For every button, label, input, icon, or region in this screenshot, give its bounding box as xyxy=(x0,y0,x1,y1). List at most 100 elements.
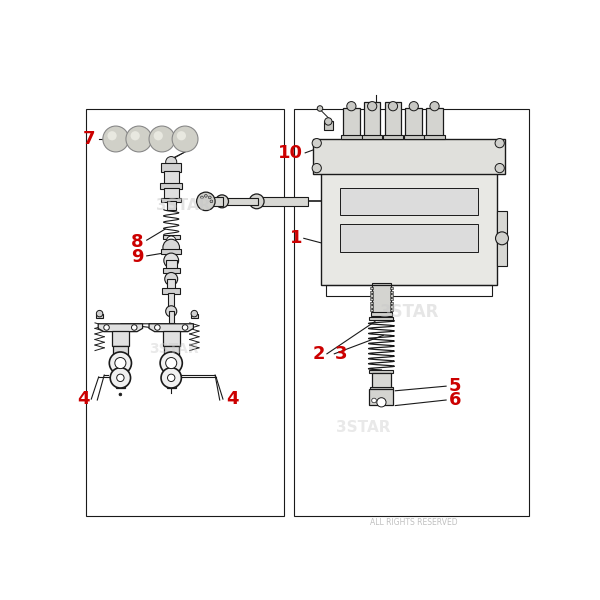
Bar xyxy=(211,197,223,206)
Circle shape xyxy=(197,192,215,211)
Circle shape xyxy=(496,232,508,245)
Bar xyxy=(390,305,392,308)
Text: 3: 3 xyxy=(335,345,348,363)
Bar xyxy=(390,287,392,289)
Circle shape xyxy=(167,236,176,245)
Circle shape xyxy=(409,101,418,111)
Bar xyxy=(370,294,373,296)
Bar xyxy=(370,389,394,404)
Bar xyxy=(259,197,308,206)
Circle shape xyxy=(107,131,116,140)
Text: 3STAR: 3STAR xyxy=(155,199,210,214)
Text: 9: 9 xyxy=(131,248,143,266)
Polygon shape xyxy=(149,324,193,332)
Circle shape xyxy=(208,196,211,199)
Bar xyxy=(113,366,128,374)
Bar xyxy=(167,202,176,209)
Text: 3STAR: 3STAR xyxy=(379,303,439,321)
Bar xyxy=(163,331,179,346)
Bar xyxy=(404,135,424,139)
Text: 3STAR: 3STAR xyxy=(149,342,199,356)
Bar xyxy=(163,268,179,272)
Circle shape xyxy=(312,163,322,173)
Circle shape xyxy=(163,239,179,256)
Circle shape xyxy=(160,352,182,374)
Circle shape xyxy=(166,306,177,317)
Circle shape xyxy=(154,131,163,140)
Circle shape xyxy=(172,126,198,152)
Polygon shape xyxy=(98,324,143,332)
Circle shape xyxy=(317,106,323,111)
Circle shape xyxy=(377,398,386,407)
Circle shape xyxy=(347,101,356,111)
Circle shape xyxy=(210,200,213,203)
Bar xyxy=(370,290,373,293)
Text: 8: 8 xyxy=(131,233,143,251)
Bar xyxy=(313,139,505,173)
Text: 4: 4 xyxy=(77,390,89,408)
Bar xyxy=(370,287,373,289)
Text: 2: 2 xyxy=(313,345,325,363)
Bar xyxy=(370,305,373,308)
Circle shape xyxy=(312,139,322,148)
Bar xyxy=(322,146,497,284)
Bar xyxy=(161,163,181,172)
Bar xyxy=(224,198,257,205)
Text: ALL RIGHTS RESERVED: ALL RIGHTS RESERVED xyxy=(370,518,458,527)
Bar xyxy=(424,135,445,139)
Bar xyxy=(113,346,128,359)
Text: 3STAR: 3STAR xyxy=(335,420,390,435)
Text: 7: 7 xyxy=(82,130,95,148)
Circle shape xyxy=(131,325,137,330)
Circle shape xyxy=(388,101,398,111)
Bar xyxy=(161,250,181,254)
Text: 4: 4 xyxy=(227,390,239,408)
Bar xyxy=(166,260,177,269)
Circle shape xyxy=(116,374,124,382)
Bar xyxy=(169,311,173,323)
Bar xyxy=(390,302,392,304)
Circle shape xyxy=(205,194,207,197)
Circle shape xyxy=(164,253,179,268)
Circle shape xyxy=(109,352,131,374)
Circle shape xyxy=(149,126,175,152)
Bar xyxy=(164,346,179,359)
Bar xyxy=(364,103,380,137)
Bar xyxy=(370,370,394,373)
Text: 5: 5 xyxy=(448,377,461,395)
Text: 6: 6 xyxy=(448,391,461,409)
Bar xyxy=(191,314,198,318)
Bar xyxy=(385,103,401,137)
Circle shape xyxy=(495,163,505,173)
Circle shape xyxy=(126,126,152,152)
Bar xyxy=(340,224,478,252)
Bar xyxy=(372,283,391,286)
Bar xyxy=(163,235,179,239)
Bar xyxy=(371,312,392,316)
Bar xyxy=(293,109,529,515)
Bar xyxy=(161,197,181,202)
Bar xyxy=(164,171,179,184)
Circle shape xyxy=(249,194,264,209)
Circle shape xyxy=(119,393,122,396)
Circle shape xyxy=(161,368,181,388)
Bar xyxy=(96,314,103,318)
Bar xyxy=(112,331,129,346)
Bar xyxy=(370,298,373,300)
Circle shape xyxy=(115,358,126,368)
Bar xyxy=(162,288,181,294)
Bar xyxy=(341,135,362,139)
Bar xyxy=(167,379,176,388)
Bar xyxy=(390,294,392,296)
Bar xyxy=(372,373,391,388)
Circle shape xyxy=(191,310,197,317)
Bar xyxy=(497,211,507,266)
Bar xyxy=(340,187,478,215)
Circle shape xyxy=(104,325,109,330)
Bar xyxy=(323,121,333,130)
Circle shape xyxy=(182,325,188,330)
Bar xyxy=(164,188,179,199)
Circle shape xyxy=(167,374,175,382)
Bar xyxy=(372,286,391,313)
Circle shape xyxy=(165,272,178,286)
